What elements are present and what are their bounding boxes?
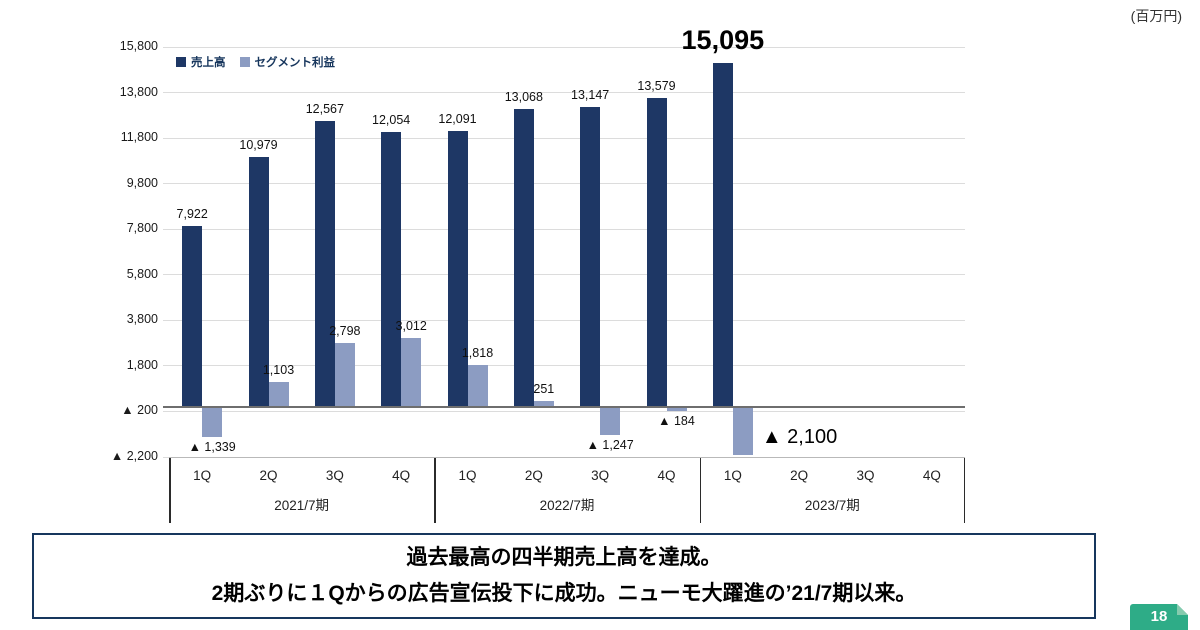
summary-message-box: 過去最高の四半期売上高を達成。 2期ぶりに１Qからの広告宣伝投下に成功。ニューモ… <box>32 533 1096 619</box>
legend-label-profit: セグメント利益 <box>254 57 336 69</box>
gridline <box>163 319 965 321</box>
legend-label-sales: 売上高 <box>191 57 226 69</box>
profit-bar <box>666 406 687 412</box>
quarter-label: 4Q <box>392 468 411 483</box>
revenue-bar <box>447 131 468 407</box>
zero-axis-line <box>163 405 965 408</box>
quarter-label: 1Q <box>723 468 742 483</box>
revenue-value-label: 13,579 <box>637 78 676 93</box>
profit-bar <box>202 406 223 438</box>
gridline <box>163 410 965 412</box>
profit-value-label: ▲ 2,100 <box>761 425 838 448</box>
gridline <box>163 228 965 230</box>
gridline <box>163 365 965 367</box>
axis-group-separator <box>434 458 436 523</box>
profit-value-label: 2,798 <box>329 324 361 339</box>
axis-group-separator <box>963 458 965 523</box>
revenue-value-label: 13,068 <box>504 90 543 105</box>
profit-bar <box>334 343 355 407</box>
profit-value-label: 1,103 <box>262 362 295 377</box>
revenue-bar <box>712 63 733 407</box>
profit-swatch-icon <box>239 57 250 67</box>
axis-group-separator <box>699 458 702 523</box>
y-axis-tick-label: 7,800 <box>126 221 158 236</box>
fiscal-period-label: 2022/7期 <box>539 498 595 513</box>
quarter-label: 2Q <box>259 468 278 483</box>
unit-label: (百万円) <box>1130 8 1182 24</box>
revenue-value-label: 10,979 <box>239 137 278 152</box>
profit-bar <box>401 338 422 407</box>
profit-bar <box>732 406 753 455</box>
profit-bar <box>268 381 289 407</box>
summary-line-2: 2期ぶりに１Qからの広告宣伝投下に成功。ニューモ大躍進の’21/7期以来。 <box>211 582 917 605</box>
quarter-label: 1Q <box>458 468 477 483</box>
quarter-label: 2Q <box>524 468 543 483</box>
y-axis-tick-label: 5,800 <box>126 266 158 281</box>
x-axis-category-table: 1Q 2Q 3Q 4Q 1Q 2Q 3Q 4Q 1Q 2Q 3Q 4Q 2021/7期 2022/7期 20… <box>169 457 965 523</box>
revenue-value-label: 15,095 <box>681 25 765 56</box>
quarter-label: 3Q <box>325 468 344 483</box>
page-number: 18 <box>1150 608 1168 625</box>
profit-bar <box>600 406 621 436</box>
quarter-label: 2Q <box>790 468 809 483</box>
profit-value-label: 3,012 <box>395 319 427 334</box>
chart-legend: 売上高 セグメント利益 <box>176 54 335 70</box>
quarter-label: 4Q <box>657 468 676 483</box>
profit-bar <box>533 401 554 407</box>
legend-item-sales: 売上高 <box>176 54 226 70</box>
fiscal-period-label: 2021/7期 <box>274 498 330 513</box>
revenue-bar <box>580 107 601 407</box>
summary-line-1: 過去最高の四半期売上高を達成。 <box>406 546 722 569</box>
profit-value-label: ▲ 1,247 <box>586 438 634 453</box>
folded-corner-icon <box>1177 604 1188 615</box>
quarter-label: 4Q <box>922 468 941 483</box>
revenue-value-label: 13,147 <box>571 88 610 103</box>
quarter-label: 3Q <box>856 468 875 483</box>
revenue-bar <box>182 226 203 407</box>
profit-value-label: 1,818 <box>461 346 494 361</box>
gridline <box>163 183 965 185</box>
quarter-label: 3Q <box>591 468 610 483</box>
profit-value-label: ▲ 184 <box>658 414 695 429</box>
revenue-bar <box>248 156 269 407</box>
y-axis-tick-label: 15,800 <box>119 39 158 53</box>
profit-value-label: 251 <box>533 382 555 397</box>
y-axis-tick-label: 9,800 <box>126 175 158 190</box>
revenue-value-label: 12,054 <box>372 113 411 128</box>
sales-swatch-icon <box>176 57 186 67</box>
legend-item-profit: セグメント利益 <box>239 54 336 70</box>
gridline <box>163 137 965 139</box>
revenue-bar <box>513 109 534 407</box>
page-number-badge: 18 <box>1130 604 1188 630</box>
y-axis-tick-label: ▲ 2,200 <box>110 449 158 463</box>
profit-value-label: ▲ 1,339 <box>188 440 236 455</box>
y-axis-tick-label: 3,800 <box>126 312 158 327</box>
y-axis-tick-label: 1,800 <box>126 357 158 372</box>
fiscal-period-label: 2023/7期 <box>804 498 860 513</box>
bar-chart-plot-area: 7,922 ▲ 1,339 10,979 1,103 12,567 2,798 12,054… <box>163 25 965 458</box>
axis-group-separator <box>169 458 171 523</box>
y-axis-tick-label: 11,800 <box>120 130 158 145</box>
gridline <box>163 46 965 48</box>
revenue-bar <box>314 120 335 407</box>
profit-bar <box>467 365 488 407</box>
gridline <box>163 274 965 276</box>
gridline <box>163 92 965 94</box>
revenue-bar <box>646 97 667 407</box>
quarter-label: 1Q <box>193 468 212 483</box>
y-axis-tick-label: 13,800 <box>119 84 158 99</box>
revenue-value-label: 12,091 <box>438 112 477 127</box>
y-axis-tick-label: ▲ 200 <box>121 403 158 418</box>
revenue-value-label: 7,922 <box>176 207 208 222</box>
revenue-value-label: 12,567 <box>305 101 344 116</box>
revenue-bar <box>381 132 402 407</box>
